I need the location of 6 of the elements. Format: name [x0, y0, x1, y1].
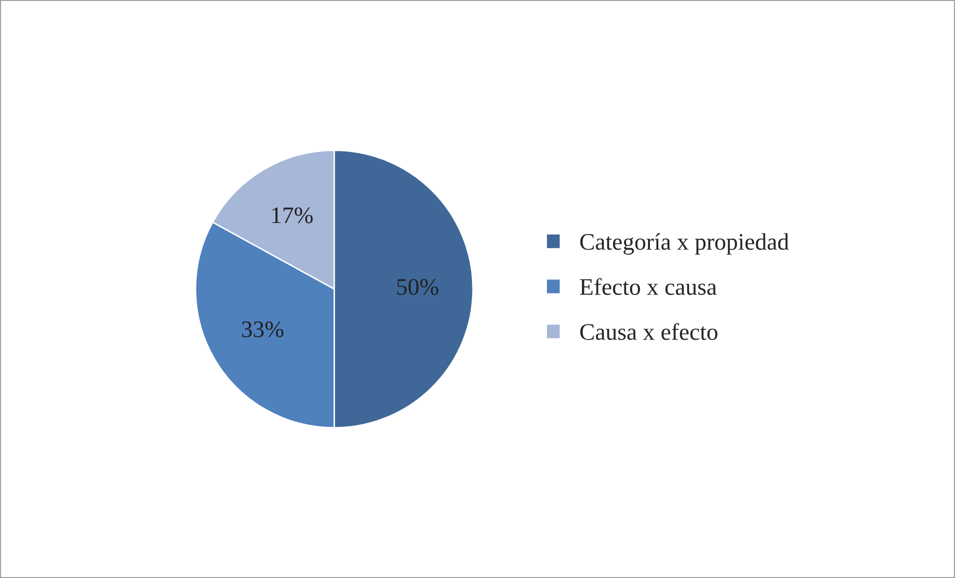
legend-label: Categoría x propiedad [580, 233, 789, 255]
legend-label: Efecto x causa [580, 278, 717, 295]
legend-label: Causa x efecto [580, 323, 718, 340]
data-label: 50% [397, 278, 438, 295]
data-label: 33% [242, 321, 284, 338]
data-label: 17% [272, 207, 313, 224]
